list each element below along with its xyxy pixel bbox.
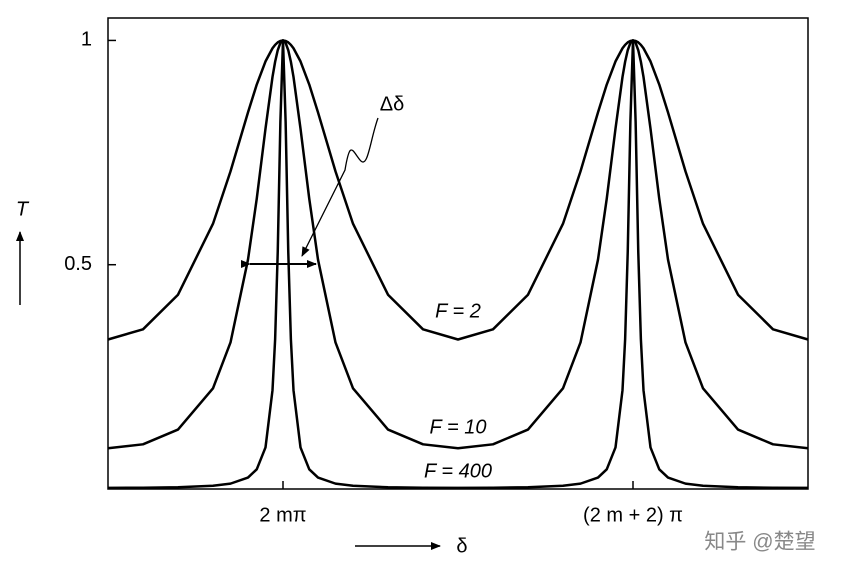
annotation: Δδ <box>380 93 405 115</box>
curve-label: F = 400 <box>424 460 492 482</box>
y-tick-label: 0.5 <box>64 253 92 275</box>
curve-label: F = 10 <box>430 416 487 438</box>
x-axis-label: δ <box>456 535 467 557</box>
curve-label: F = 2 <box>435 300 481 322</box>
y-axis-label: T <box>16 198 30 220</box>
watermark: 知乎 @楚望 <box>704 531 815 554</box>
curve <box>107 39 809 450</box>
x-tick-label: 2 mπ <box>259 504 306 526</box>
curve <box>107 39 809 490</box>
annotation-pointer <box>301 117 379 257</box>
x-tick-label: (2 m + 2) π <box>583 504 683 526</box>
curve <box>107 39 809 341</box>
y-tick-label: 1 <box>81 29 92 51</box>
